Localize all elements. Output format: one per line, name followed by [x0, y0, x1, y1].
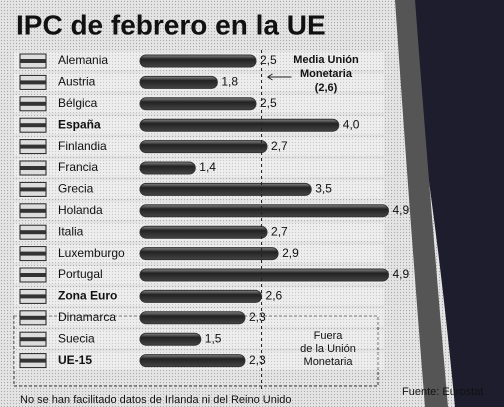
- chart: IPC de febrero en la UE Fuente: Eurostat…: [0, 0, 504, 407]
- value-label: 2,7: [271, 139, 288, 153]
- bar: [140, 55, 256, 67]
- category-label: España: [58, 117, 101, 131]
- bar: [140, 183, 311, 195]
- category-label: Francia: [58, 160, 98, 174]
- flag-stripe: [20, 273, 46, 277]
- category-label: Suecia: [58, 331, 95, 345]
- bar: [140, 248, 278, 260]
- flag-stripe: [20, 59, 46, 63]
- bar: [140, 119, 339, 131]
- category-label: Luxemburgo: [58, 246, 125, 260]
- bar: [140, 290, 262, 302]
- value-label: 2,5: [260, 53, 277, 67]
- mean-label: Monetaria: [300, 68, 353, 80]
- value-label: 2,5: [260, 96, 277, 110]
- flag-stripe: [20, 252, 46, 256]
- mean-label: Media Unión: [293, 54, 359, 66]
- bar: [140, 312, 245, 324]
- bar: [140, 269, 388, 281]
- category-label: Austria: [58, 75, 96, 89]
- flag-stripe: [20, 123, 46, 127]
- bar: [140, 226, 267, 238]
- value-label: 2,9: [282, 246, 299, 260]
- chart-title: IPC de febrero en la UE: [16, 9, 326, 40]
- flag-stripe: [20, 145, 46, 149]
- category-label: Zona Euro: [58, 289, 117, 303]
- mean-value: (2,6): [315, 82, 338, 94]
- category-label: Portugal: [58, 267, 103, 281]
- group-note: Fuera: [314, 330, 344, 342]
- value-label: 2,3: [249, 310, 266, 324]
- flag-stripe: [20, 102, 46, 106]
- flag-stripe: [20, 166, 46, 170]
- value-label: 4,9: [392, 267, 409, 281]
- value-label: 1,5: [205, 331, 222, 345]
- value-label: 1,8: [221, 75, 238, 89]
- flag-stripe: [20, 209, 46, 213]
- flag-stripe: [20, 316, 46, 320]
- bar: [140, 98, 256, 110]
- bar: [140, 333, 201, 345]
- group-note: de la Unión: [300, 343, 356, 355]
- category-label: Dinamarca: [58, 310, 116, 324]
- flag-stripe: [20, 80, 46, 84]
- source: Fuente: Eurostat: [402, 386, 483, 398]
- value-label: 2,6: [266, 289, 283, 303]
- category-label: Finlandia: [58, 139, 107, 153]
- value-label: 3,5: [315, 182, 332, 196]
- category-label: Alemania: [58, 53, 108, 67]
- category-label: Bélgica: [58, 96, 98, 110]
- flag-stripe: [20, 359, 46, 363]
- value-label: 2,7: [271, 224, 288, 238]
- category-label: UE-15: [58, 353, 92, 367]
- bar: [140, 141, 267, 153]
- value-label: 4,0: [343, 117, 360, 131]
- flag-stripe: [20, 337, 46, 341]
- value-label: 2,3: [249, 353, 266, 367]
- flag-stripe: [20, 187, 46, 191]
- value-label: 4,9: [392, 203, 409, 217]
- flag-stripe: [20, 230, 46, 234]
- bar: [140, 162, 195, 174]
- flag-stripe: [20, 294, 46, 298]
- footnote: No se han facilitado datos de Irlanda ni…: [20, 394, 292, 406]
- category-label: Holanda: [58, 203, 103, 217]
- category-label: Grecia: [58, 182, 94, 196]
- bar: [140, 355, 245, 367]
- bar: [140, 205, 388, 217]
- group-note: Monetaria: [304, 356, 354, 368]
- value-label: 1,4: [199, 160, 216, 174]
- bar: [140, 76, 217, 88]
- category-label: Italia: [58, 224, 84, 238]
